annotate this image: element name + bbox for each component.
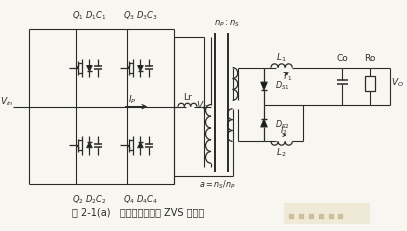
Text: $Q_3\ D_3C_3$: $Q_3\ D_3C_3$ (123, 9, 158, 21)
Bar (284, 203, 370, 224)
Text: $I_P$: $I_P$ (128, 93, 137, 106)
Text: $Q_4\ D_4C_4$: $Q_4\ D_4C_4$ (123, 193, 158, 205)
Text: $D_{S1}$: $D_{S1}$ (275, 79, 290, 92)
Text: $I_2$: $I_2$ (280, 124, 287, 136)
Polygon shape (261, 119, 267, 128)
Text: $V_{in}$: $V_{in}$ (0, 95, 14, 107)
Text: Ro: Ro (364, 53, 376, 62)
Polygon shape (138, 143, 143, 148)
Text: 图 2-1(a)   改进型移相全桥 ZVS 主电路: 图 2-1(a) 改进型移相全桥 ZVS 主电路 (72, 207, 205, 216)
Bar (365, 77, 374, 91)
Polygon shape (87, 143, 92, 148)
Text: $a=n_S/n_P$: $a=n_S/n_P$ (199, 178, 235, 191)
Polygon shape (261, 83, 267, 91)
Text: $L_2$: $L_2$ (276, 146, 287, 158)
Text: $L_1$: $L_1$ (276, 52, 287, 64)
Text: $Q_1\ D_1C_1$: $Q_1\ D_1C_1$ (72, 9, 107, 21)
Text: $V_O$: $V_O$ (392, 76, 405, 89)
Text: $D_{S2}$: $D_{S2}$ (275, 119, 290, 131)
Text: $T_1$: $T_1$ (282, 70, 293, 83)
Text: $n_P:n_S$: $n_P:n_S$ (214, 18, 240, 29)
Polygon shape (87, 66, 92, 72)
Text: Co: Co (337, 53, 348, 62)
Text: $Q_2\ D_2C_2$: $Q_2\ D_2C_2$ (72, 193, 107, 205)
Polygon shape (138, 66, 143, 72)
Text: Lr: Lr (183, 92, 192, 101)
Text: $V_P$: $V_P$ (197, 99, 208, 111)
